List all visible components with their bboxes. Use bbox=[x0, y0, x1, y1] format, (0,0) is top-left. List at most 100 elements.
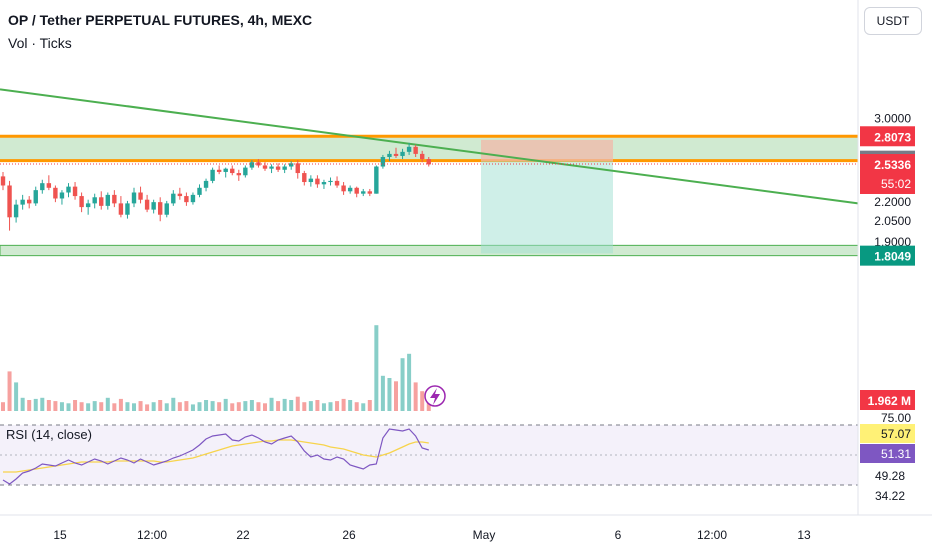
rsi-value-label: 57.07 bbox=[881, 427, 911, 441]
time-tick-label: 15 bbox=[53, 528, 67, 542]
candle-body bbox=[302, 173, 307, 183]
candle-body bbox=[59, 192, 65, 199]
candle-body bbox=[387, 153, 392, 157]
volume-bar bbox=[308, 401, 313, 411]
candle-body bbox=[53, 187, 58, 199]
candle-body bbox=[223, 168, 228, 172]
candle-body bbox=[190, 194, 196, 203]
price-tick-label: 2.0500 bbox=[874, 214, 911, 228]
candle-body bbox=[393, 153, 399, 156]
price-label-resistance: 2.8073 bbox=[874, 130, 911, 144]
volume-bar bbox=[269, 397, 274, 411]
candle-body bbox=[13, 204, 19, 218]
candle-body bbox=[79, 196, 84, 208]
position-target-area bbox=[481, 161, 613, 254]
candle-body bbox=[85, 203, 91, 208]
volume-bar bbox=[190, 404, 195, 411]
volume-bar bbox=[1, 402, 5, 411]
volume-bar bbox=[387, 378, 392, 411]
lightning-icon-bolt bbox=[430, 388, 440, 405]
candle-body bbox=[171, 193, 176, 204]
candle-countdown-label: 55:02 bbox=[881, 177, 911, 191]
candle-body bbox=[158, 202, 163, 215]
candle-body bbox=[295, 163, 300, 174]
volume-label-badge bbox=[860, 390, 915, 410]
volume-bar bbox=[413, 382, 418, 411]
last-price-badge bbox=[860, 153, 915, 194]
time-tick-label: 13 bbox=[797, 528, 811, 542]
volume-bar bbox=[125, 402, 130, 411]
volume-bar bbox=[263, 403, 267, 411]
candle-body bbox=[131, 192, 137, 204]
candle-body bbox=[328, 180, 333, 183]
candle-body bbox=[72, 186, 78, 197]
currency-button[interactable]: USDT bbox=[864, 7, 922, 35]
volume-bar bbox=[27, 400, 32, 411]
candle-body bbox=[66, 186, 71, 193]
volume-bar bbox=[217, 402, 222, 411]
candle-body bbox=[269, 166, 274, 169]
candle-body bbox=[420, 153, 425, 160]
candle-body bbox=[118, 203, 124, 215]
volume-bar bbox=[7, 371, 12, 411]
price-label-support-badge bbox=[860, 245, 915, 266]
volume-bar bbox=[132, 403, 136, 411]
volume-bar bbox=[46, 400, 51, 411]
candle-body bbox=[367, 191, 372, 194]
rsi-ma-label: 51.31 bbox=[881, 447, 911, 461]
volume-bar bbox=[184, 401, 189, 411]
volume-bar bbox=[289, 400, 294, 411]
volume-scale-label: 75.00 bbox=[881, 411, 911, 425]
candle-body bbox=[289, 163, 294, 167]
candle-body bbox=[380, 157, 386, 167]
candle-body bbox=[46, 183, 52, 188]
time-tick-label: 12:00 bbox=[137, 528, 167, 542]
volume-bar bbox=[66, 403, 71, 411]
candle-body bbox=[347, 187, 353, 192]
volume-bar bbox=[223, 398, 228, 411]
rsi-band bbox=[0, 425, 858, 485]
volume-bar bbox=[335, 401, 340, 411]
candle-body bbox=[27, 199, 32, 204]
price-tick-label: 1.9000 bbox=[874, 235, 911, 249]
volume-bar bbox=[14, 382, 19, 411]
volume-bar bbox=[321, 403, 326, 411]
candle-body bbox=[262, 165, 268, 169]
volume-bar bbox=[315, 400, 320, 411]
volume-bar bbox=[420, 391, 425, 411]
volume-bar bbox=[20, 397, 25, 411]
candle-body bbox=[92, 197, 97, 204]
candle-body bbox=[426, 159, 431, 165]
volume-bar bbox=[204, 400, 209, 411]
candle-body bbox=[99, 197, 104, 206]
volume-bar bbox=[302, 402, 307, 411]
time-tick-label: May bbox=[473, 528, 496, 542]
volume-bar bbox=[256, 402, 261, 411]
position-stop-area bbox=[481, 139, 613, 162]
volume-bar bbox=[394, 381, 398, 411]
rsi-level-label: 34.22 bbox=[875, 489, 905, 503]
candle-body bbox=[321, 182, 327, 185]
trend-line bbox=[0, 88, 859, 205]
volume-bar bbox=[361, 403, 366, 411]
candle-body bbox=[138, 192, 143, 200]
candle-body bbox=[197, 187, 202, 195]
candle-body bbox=[282, 166, 287, 170]
volume-bar bbox=[33, 398, 38, 411]
volume-bar bbox=[400, 358, 405, 411]
price-tick-label: 2.2000 bbox=[874, 195, 911, 209]
volume-bar bbox=[367, 400, 372, 411]
volume-bar bbox=[164, 403, 169, 411]
candle-body bbox=[334, 180, 340, 186]
candle-body bbox=[308, 178, 314, 183]
candle-body bbox=[164, 203, 169, 215]
volume-indicator-label: Vol · Ticks bbox=[8, 35, 72, 51]
candle-body bbox=[400, 151, 405, 156]
zone-support bbox=[0, 244, 859, 257]
price-tick-label: 3.0000 bbox=[874, 111, 911, 125]
candle-body bbox=[184, 196, 189, 203]
candle-body bbox=[151, 202, 156, 210]
volume-bar bbox=[354, 402, 359, 411]
chart-title: OP / Tether PERPETUAL FUTURES, 4h, MEXC bbox=[8, 12, 313, 28]
